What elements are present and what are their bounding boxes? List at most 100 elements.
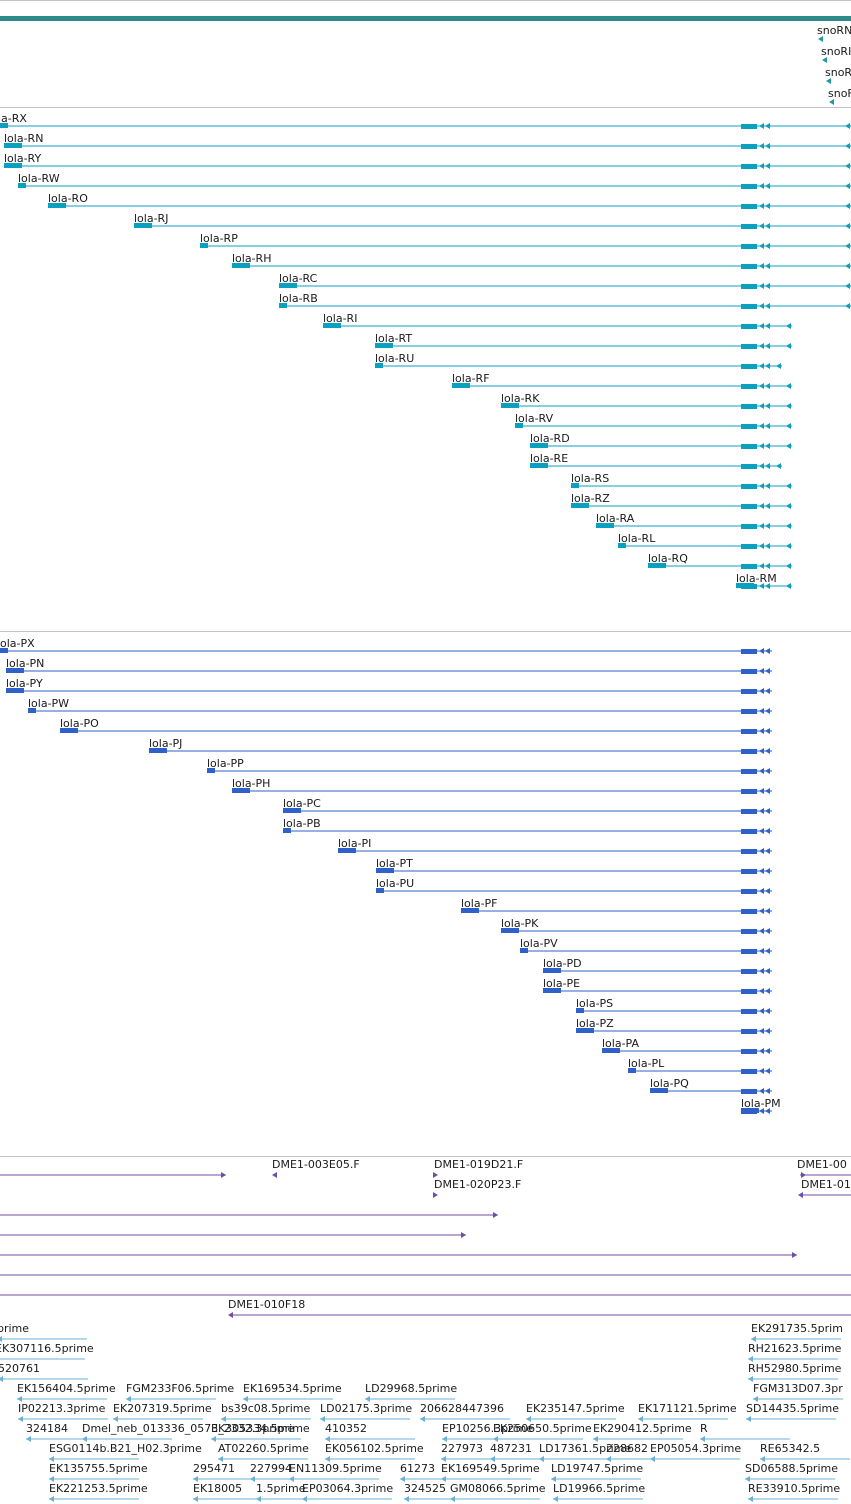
- rna-isoform-row[interactable]: lola-RN: [4, 132, 851, 149]
- rna-isoform-row[interactable]: lola-RC: [279, 272, 851, 289]
- rna-isoform-row[interactable]: lola-RQ: [648, 552, 792, 569]
- est-feature[interactable]: 520761: [0, 1362, 88, 1382]
- est-feature[interactable]: ESG0114b.B21_H02.3prime: [49, 1442, 202, 1462]
- protein-isoform-row[interactable]: lola-PH: [232, 777, 772, 794]
- protein-isoform-row[interactable]: ola-PX: [0, 637, 772, 654]
- rna-isoform-row[interactable]: lola-RB: [279, 292, 851, 309]
- protein-isoform-row[interactable]: lola-PA: [602, 1037, 772, 1054]
- est-feature[interactable]: LD02175.3prime: [320, 1402, 412, 1422]
- rna-isoform-row[interactable]: lola-RF: [452, 372, 792, 389]
- protein-isoform-row[interactable]: lola-PC: [283, 797, 772, 814]
- est-feature[interactable]: EP03064.3prime: [302, 1482, 393, 1502]
- protein-isoform-row[interactable]: lola-PL: [628, 1057, 772, 1074]
- rna-isoform-row[interactable]: lola-RA: [596, 512, 792, 529]
- protein-isoform-row[interactable]: lola-PY: [6, 677, 772, 694]
- rna-isoform-row[interactable]: lola-RL: [618, 532, 792, 549]
- rna-isoform-row[interactable]: lola-RU: [375, 352, 782, 369]
- est-feature[interactable]: AT02260.5prime: [218, 1442, 309, 1462]
- est-feature[interactable]: EK250650.5prime: [493, 1422, 592, 1442]
- clone-feature[interactable]: DME1-00: [797, 1158, 847, 1171]
- est-feature[interactable]: EK171121.5prime: [638, 1402, 737, 1422]
- est-feature[interactable]: EK305334.5prime: [211, 1422, 310, 1442]
- est-feature[interactable]: EK235147.5prime: [526, 1402, 625, 1422]
- est-feature[interactable]: Dmel_neb_013336_0573_2332.3prime: [82, 1422, 294, 1442]
- rna-isoform-row[interactable]: lola-RJ: [134, 212, 851, 229]
- snorna-feature[interactable]: snoRN: [817, 24, 851, 42]
- snorna-feature[interactable]: snoF: [828, 87, 851, 105]
- est-feature[interactable]: RE33910.5prime: [748, 1482, 840, 1502]
- est-feature[interactable]: EK056102.5prime: [325, 1442, 424, 1462]
- est-feature[interactable]: EP05054.3prime: [650, 1442, 741, 1462]
- protein-isoform-row[interactable]: lola-PM: [741, 1097, 781, 1114]
- protein-isoform-row[interactable]: lola-PF: [461, 897, 772, 914]
- gene-track-bar[interactable]: [0, 16, 851, 21]
- est-feature[interactable]: EK135755.5prime: [49, 1462, 148, 1482]
- clone-feature[interactable]: DME1-010F18: [228, 1298, 305, 1311]
- protein-isoform-row[interactable]: lola-PJ: [149, 737, 772, 754]
- protein-isoform-row[interactable]: lola-PQ: [650, 1077, 772, 1094]
- rna-isoform-row[interactable]: lola-RT: [375, 332, 792, 349]
- rna-isoform-row[interactable]: lola-RS: [571, 472, 792, 489]
- rna-isoform-row[interactable]: la-RX: [0, 112, 851, 129]
- clone-feature[interactable]: DME1-020P23.F: [434, 1178, 521, 1191]
- est-feature[interactable]: FGM233F06.5prime: [126, 1382, 234, 1402]
- protein-isoform-row[interactable]: lola-PN: [6, 657, 772, 674]
- est-feature[interactable]: 410352: [325, 1422, 415, 1442]
- protein-isoform-row[interactable]: lola-PW: [28, 697, 772, 714]
- snorna-feature[interactable]: snoR: [825, 66, 851, 84]
- est-feature[interactable]: RH21623.5prime: [748, 1342, 842, 1362]
- est-feature[interactable]: EK169549.5prime: [441, 1462, 540, 1482]
- est-feature[interactable]: LD29968.5prime: [365, 1382, 457, 1402]
- protein-isoform-row[interactable]: lola-PK: [501, 917, 772, 934]
- protein-isoform-row[interactable]: lola-PI: [338, 837, 772, 854]
- est-feature[interactable]: LD19747.5prime: [551, 1462, 643, 1482]
- est-feature[interactable]: RH52980.5prime: [748, 1362, 842, 1382]
- est-feature[interactable]: RE65342.5: [760, 1442, 850, 1462]
- est-feature[interactable]: EK291735.5prim: [751, 1322, 843, 1342]
- rna-isoform-row[interactable]: lola-RM: [736, 572, 792, 589]
- est-feature[interactable]: EK221253.5prime: [49, 1482, 148, 1502]
- est-feature[interactable]: EK290412.5prime: [593, 1422, 692, 1442]
- est-feature[interactable]: EK169534.5prime: [243, 1382, 342, 1402]
- protein-isoform-row[interactable]: lola-PT: [376, 857, 772, 874]
- protein-isoform-row[interactable]: lola-PS: [576, 997, 772, 1014]
- protein-isoform-row[interactable]: lola-PD: [543, 957, 772, 974]
- protein-isoform-row[interactable]: lola-PE: [543, 977, 772, 994]
- rna-isoform-row[interactable]: lola-RD: [530, 432, 792, 449]
- protein-isoform-row[interactable]: lola-PB: [283, 817, 772, 834]
- est-feature[interactable]: SD06588.5prime: [745, 1462, 838, 1482]
- est-feature[interactable]: LD17361.5prime: [539, 1442, 631, 1462]
- protein-isoform-row[interactable]: lola-PP: [207, 757, 772, 774]
- est-feature[interactable]: bs39c08.5prime: [221, 1402, 311, 1422]
- rna-isoform-row[interactable]: lola-RW: [18, 172, 851, 189]
- rna-isoform-row[interactable]: lola-RP: [200, 232, 851, 249]
- est-feature[interactable]: LD19966.5prime: [553, 1482, 645, 1502]
- rna-isoform-row[interactable]: lola-RH: [232, 252, 851, 269]
- clone-feature[interactable]: DME1-01: [801, 1178, 851, 1191]
- rna-isoform-row[interactable]: lola-RO: [48, 192, 851, 209]
- est-feature[interactable]: prime: [0, 1322, 87, 1342]
- rna-isoform-row[interactable]: lola-RE: [530, 452, 782, 469]
- rna-isoform-row[interactable]: lola-RI: [323, 312, 792, 329]
- est-feature[interactable]: IP02213.3prime: [18, 1402, 108, 1422]
- clone-feature[interactable]: DME1-019D21.F: [434, 1158, 523, 1171]
- protein-isoform-row[interactable]: lola-PZ: [576, 1017, 772, 1034]
- est-feature[interactable]: EK156404.5prime: [17, 1382, 116, 1402]
- rna-isoform-row[interactable]: lola-RV: [515, 412, 792, 429]
- est-feature[interactable]: GM08066.5prime: [450, 1482, 546, 1502]
- rna-isoform-row[interactable]: lola-RZ: [571, 492, 792, 509]
- snorna-feature[interactable]: snoRI: [821, 45, 851, 63]
- est-feature[interactable]: EK207319.5prime: [113, 1402, 212, 1422]
- protein-isoform-row[interactable]: lola-PV: [520, 937, 772, 954]
- est-feature[interactable]: R: [700, 1422, 790, 1442]
- rna-isoform-row[interactable]: lola-RK: [501, 392, 792, 409]
- est-feature[interactable]: SD14435.5prime: [746, 1402, 839, 1422]
- est-feature[interactable]: FGM313D07.3pr: [753, 1382, 843, 1402]
- rna-isoform-row[interactable]: lola-RY: [4, 152, 851, 169]
- est-feature[interactable]: EK307116.5prime: [0, 1342, 94, 1362]
- clone-feature[interactable]: DME1-003E05.F: [272, 1158, 360, 1171]
- protein-isoform-row[interactable]: lola-PO: [60, 717, 772, 734]
- protein-isoform-row[interactable]: lola-PU: [376, 877, 772, 894]
- est-feature[interactable]: 227973: [441, 1442, 531, 1462]
- est-feature[interactable]: 206628447396: [420, 1402, 510, 1422]
